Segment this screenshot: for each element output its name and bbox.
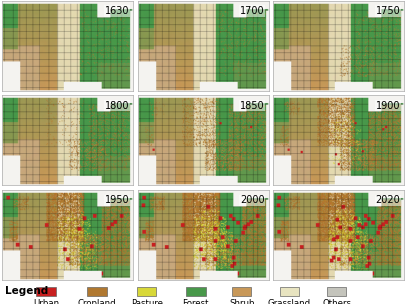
Text: 1630: 1630 [104, 6, 129, 16]
FancyBboxPatch shape [137, 287, 156, 296]
Text: Grassland: Grassland [268, 299, 311, 304]
Text: Pasture: Pasture [131, 299, 163, 304]
FancyBboxPatch shape [87, 287, 107, 296]
Text: 1850: 1850 [240, 101, 265, 111]
Text: Shrub: Shrub [229, 299, 254, 304]
FancyBboxPatch shape [186, 287, 205, 296]
Text: Cropland: Cropland [78, 299, 116, 304]
FancyBboxPatch shape [327, 287, 346, 296]
Text: 1900: 1900 [376, 101, 400, 111]
Text: Others: Others [322, 299, 351, 304]
Text: 2020: 2020 [375, 195, 400, 205]
Text: 2000: 2000 [240, 195, 265, 205]
Text: Legend: Legend [5, 286, 49, 296]
Text: 1700: 1700 [240, 6, 265, 16]
FancyBboxPatch shape [279, 287, 299, 296]
FancyBboxPatch shape [36, 287, 55, 296]
Text: 1950: 1950 [104, 195, 129, 205]
Text: Forest: Forest [183, 299, 209, 304]
Text: 1750: 1750 [375, 6, 400, 16]
FancyBboxPatch shape [232, 287, 252, 296]
Text: Urban: Urban [33, 299, 59, 304]
Text: 1800: 1800 [104, 101, 129, 111]
